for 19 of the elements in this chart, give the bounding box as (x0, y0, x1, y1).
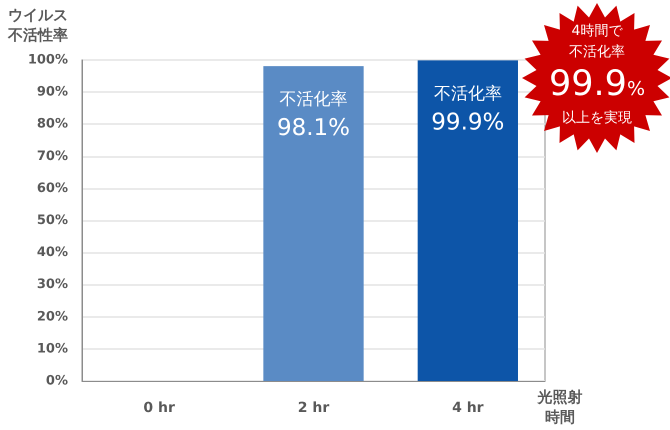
data-label: 不活化率 98.1% (276, 90, 350, 142)
y-axis-title: ウイルス不活性率 (8, 5, 69, 45)
y-tick-label: 10% (36, 341, 68, 356)
x-tick-label: 0 hr (143, 400, 175, 416)
y-tick-label: 60% (36, 180, 68, 196)
y-tick-label: 20% (36, 309, 68, 324)
y-tick-label: 70% (36, 148, 68, 164)
x-axis-title: 光照射時間 (536, 387, 584, 427)
y-tick-label: 50% (36, 213, 68, 228)
x-tick-label: 2 hr (298, 400, 330, 416)
y-tick-label: 80% (36, 116, 68, 132)
text: 4時間で不活化率99.9%以上を実現 (548, 22, 646, 128)
y-tick-label: 100% (28, 52, 68, 68)
y-tick-label: 0% (46, 374, 68, 388)
y-tick-label: 90% (36, 84, 68, 100)
x-tick-label: 4 hr (452, 400, 484, 416)
data-label: 不活化率 99.9% (431, 84, 504, 136)
y-tick-label: 40% (36, 245, 68, 260)
y-tick-label: 30% (36, 277, 68, 292)
